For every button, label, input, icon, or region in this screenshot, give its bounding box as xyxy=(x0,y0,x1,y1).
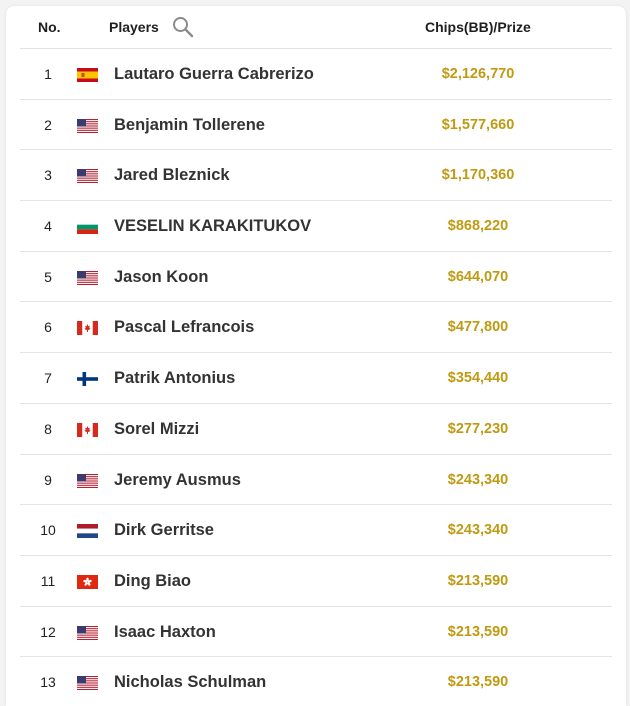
prize-amount: $1,170,360 xyxy=(441,167,515,184)
rank-number: 6 xyxy=(44,319,52,336)
player-name[interactable]: Jason Koon xyxy=(114,267,209,286)
player-name[interactable]: Lautaro Guerra Cabrerizo xyxy=(114,65,314,83)
canada-flag-icon xyxy=(77,321,98,336)
usa-flag-icon xyxy=(77,118,98,133)
rank-number: 1 xyxy=(44,66,52,82)
spain-flag-icon xyxy=(77,68,98,82)
rank-number: 9 xyxy=(44,471,52,488)
usa-flag-icon xyxy=(77,473,98,488)
player-name[interactable]: VESELIN KARAKITUKOV xyxy=(114,217,312,236)
table-body: 1 Lautaro Guerra Cabrerizo $2,126,770 2 Benj… xyxy=(20,49,612,706)
table-row: 11 Ding Biao $213,590 xyxy=(20,556,612,607)
column-header-prize: Chips(BB)/Prize xyxy=(425,19,531,35)
rank-number: 12 xyxy=(40,623,56,640)
netherlands-flag-icon xyxy=(77,524,98,539)
player-name[interactable]: Sorel Mizzi xyxy=(114,419,200,438)
prize-amount: $644,070 xyxy=(447,268,509,285)
usa-flag-icon xyxy=(77,169,98,184)
prize-amount: $213,590 xyxy=(447,674,509,691)
column-header-no: No. xyxy=(38,19,61,35)
player-name[interactable]: Pascal Lefrancois xyxy=(114,318,255,337)
prize-amount: $213,590 xyxy=(447,572,509,589)
prize-amount: $243,340 xyxy=(447,522,509,539)
search-icon[interactable] xyxy=(171,15,195,39)
player-name[interactable]: Jeremy Ausmus xyxy=(114,470,241,489)
player-name[interactable]: Dirk Gerritse xyxy=(114,521,214,540)
prize-amount: $1,577,660 xyxy=(441,116,515,133)
table-row: 12 Isaac Haxton $213,590 xyxy=(20,607,612,658)
player-name[interactable]: Patrik Antonius xyxy=(114,369,236,388)
usa-flag-icon xyxy=(77,270,98,285)
hong-kong-flag-icon xyxy=(77,574,98,589)
table-row: 10 Dirk Gerritse $243,340 xyxy=(20,505,612,556)
table-row: 9 Jeremy Ausmus $243,340 xyxy=(20,455,612,506)
player-name[interactable]: Jared Bleznick xyxy=(114,166,230,185)
player-name[interactable]: Benjamin Tollerene xyxy=(114,115,265,134)
leaderboard-table: No. Players Chips(BB)/Prize 1 Lautaro Gue… xyxy=(20,6,612,706)
rank-number: 8 xyxy=(44,420,52,437)
prize-amount: $243,340 xyxy=(447,471,509,488)
rank-number: 3 xyxy=(44,167,52,184)
usa-flag-icon xyxy=(77,625,98,640)
rank-number: 13 xyxy=(40,674,56,691)
rank-number: 7 xyxy=(44,370,52,387)
table-row: 7 Patrik Antonius $354,440 xyxy=(20,353,612,404)
rank-number: 5 xyxy=(44,268,52,285)
leaderboard-card: No. Players Chips(BB)/Prize 1 Lautaro Gue… xyxy=(6,6,626,706)
rank-number: 11 xyxy=(40,572,56,589)
prize-amount: $277,230 xyxy=(447,420,509,437)
table-row: 3 Jared Bleznick $1,170,360 xyxy=(20,150,612,202)
table-row: 8 Sorel Mizzi $277,230 xyxy=(20,404,612,455)
usa-flag-icon xyxy=(77,676,98,691)
table-row: 5 Jason Koon $644,070 xyxy=(20,252,612,303)
canada-flag-icon xyxy=(77,422,98,437)
finland-flag-icon xyxy=(77,372,98,387)
table-row: 6 Pascal Lefrancois $477,800 xyxy=(20,302,612,354)
table-row: 1 Lautaro Guerra Cabrerizo $2,126,770 xyxy=(20,49,612,100)
table-header: No. Players Chips(BB)/Prize xyxy=(20,6,612,49)
column-header-players: Players xyxy=(109,19,159,35)
prize-amount: $354,440 xyxy=(447,370,509,387)
bulgaria-flag-icon xyxy=(77,220,98,235)
table-row: 4 VESELIN KARAKITUKOV $868,220 xyxy=(20,201,612,252)
table-row: 13 Nicholas Schulman $213,590 xyxy=(20,657,612,706)
rank-number: 4 xyxy=(44,218,52,235)
prize-amount: $477,800 xyxy=(447,319,509,336)
prize-amount: $213,590 xyxy=(447,623,509,640)
player-name[interactable]: Nicholas Schulman xyxy=(114,673,267,692)
player-name[interactable]: Isaac Haxton xyxy=(114,622,216,641)
table-row: 2 Benjamin Tollerene $1,577,660 xyxy=(20,100,612,151)
rank-number: 10 xyxy=(40,522,56,539)
prize-amount: $2,126,770 xyxy=(441,66,515,82)
rank-number: 2 xyxy=(44,116,52,133)
prize-amount: $868,220 xyxy=(447,218,509,235)
player-name[interactable]: Ding Biao xyxy=(114,571,191,590)
